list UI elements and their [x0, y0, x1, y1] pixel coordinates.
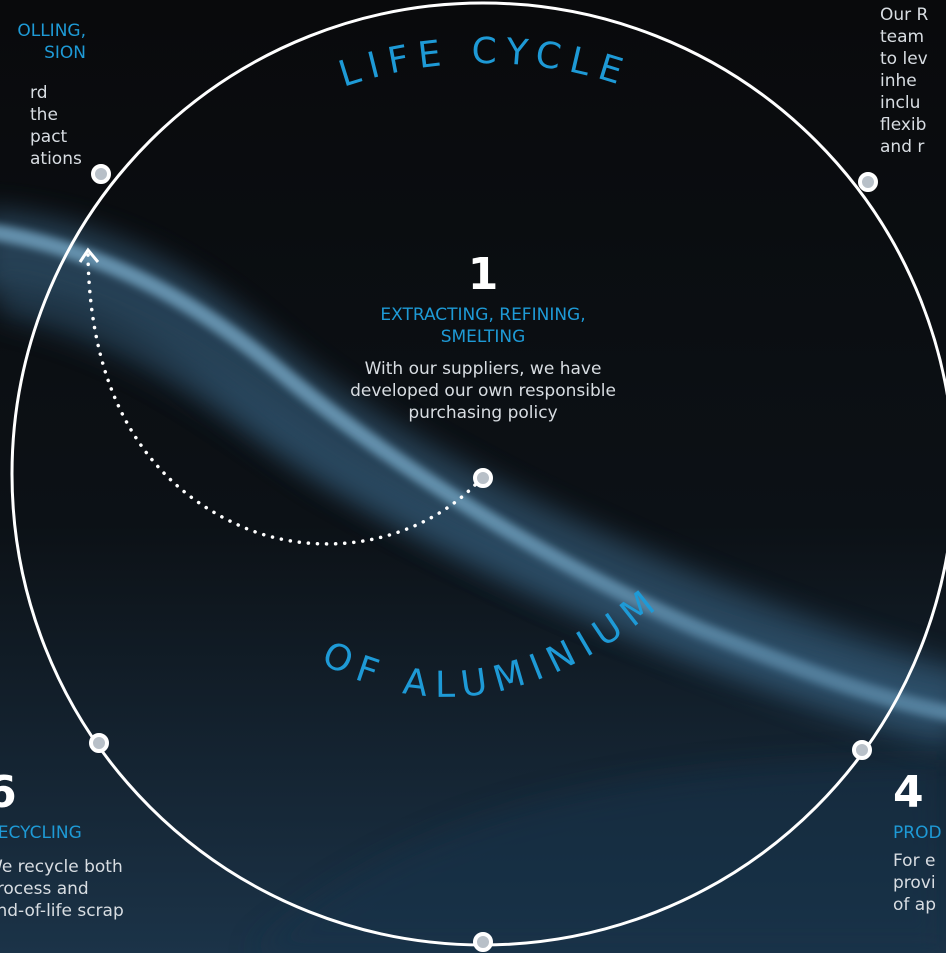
text-line: to lev	[880, 48, 928, 70]
step-title: RECYCLING	[0, 822, 124, 844]
node	[93, 166, 109, 182]
text-line: provi	[893, 872, 942, 894]
text-line: of ap	[893, 894, 942, 916]
text-line: inclu	[880, 92, 928, 114]
node	[91, 735, 107, 751]
diagram: LIFE CYCLE OF ALUMINIUM 1 EXTRACTING, RE…	[0, 0, 946, 953]
step-text: We recycle bothprocess andend-of-life sc…	[0, 856, 124, 922]
arc-title: OF ALUMINIUM	[316, 578, 670, 706]
step-6: 6 RECYCLING We recycle bothprocess anden…	[0, 770, 124, 922]
text-line: team	[880, 26, 928, 48]
text-line: For e	[893, 850, 942, 872]
step-number: 4	[893, 770, 942, 816]
arc-title-top: LIFE CYCLE	[334, 31, 636, 95]
step-title: EXTRACTING, REFINING, SMELTING	[363, 304, 603, 348]
arc-title: LIFE CYCLE	[334, 31, 636, 95]
step-number: 6	[0, 770, 124, 816]
text-line: ations	[30, 148, 86, 170]
step-title: OLLING,SION	[0, 20, 86, 64]
arc-title-bottom: OF ALUMINIUM	[316, 578, 670, 706]
text-line: rd	[30, 82, 86, 104]
text-line: OLLING,	[0, 20, 86, 42]
text-line: pact	[30, 126, 86, 148]
text-line: Our R	[880, 4, 928, 26]
text-line: We recycle both	[0, 856, 124, 878]
text-line: process and	[0, 878, 124, 900]
step-title: PROD	[893, 822, 942, 844]
text-line: end-of-life scrap	[0, 900, 124, 922]
step-text: With our suppliers, we have developed ou…	[348, 358, 618, 424]
node	[860, 174, 876, 190]
cycle: LIFE CYCLE OF ALUMINIUM	[0, 0, 946, 953]
node	[475, 934, 491, 950]
text-line: inhe	[880, 70, 928, 92]
step-number: 1	[333, 252, 633, 298]
node	[854, 742, 870, 758]
text-line: SION	[0, 42, 86, 64]
node	[475, 470, 491, 486]
step-1: 1 EXTRACTING, REFINING, SMELTING With ou…	[333, 252, 633, 424]
text-line: and r	[880, 136, 928, 158]
text-line: the	[30, 104, 86, 126]
text-line: flexib	[880, 114, 928, 136]
